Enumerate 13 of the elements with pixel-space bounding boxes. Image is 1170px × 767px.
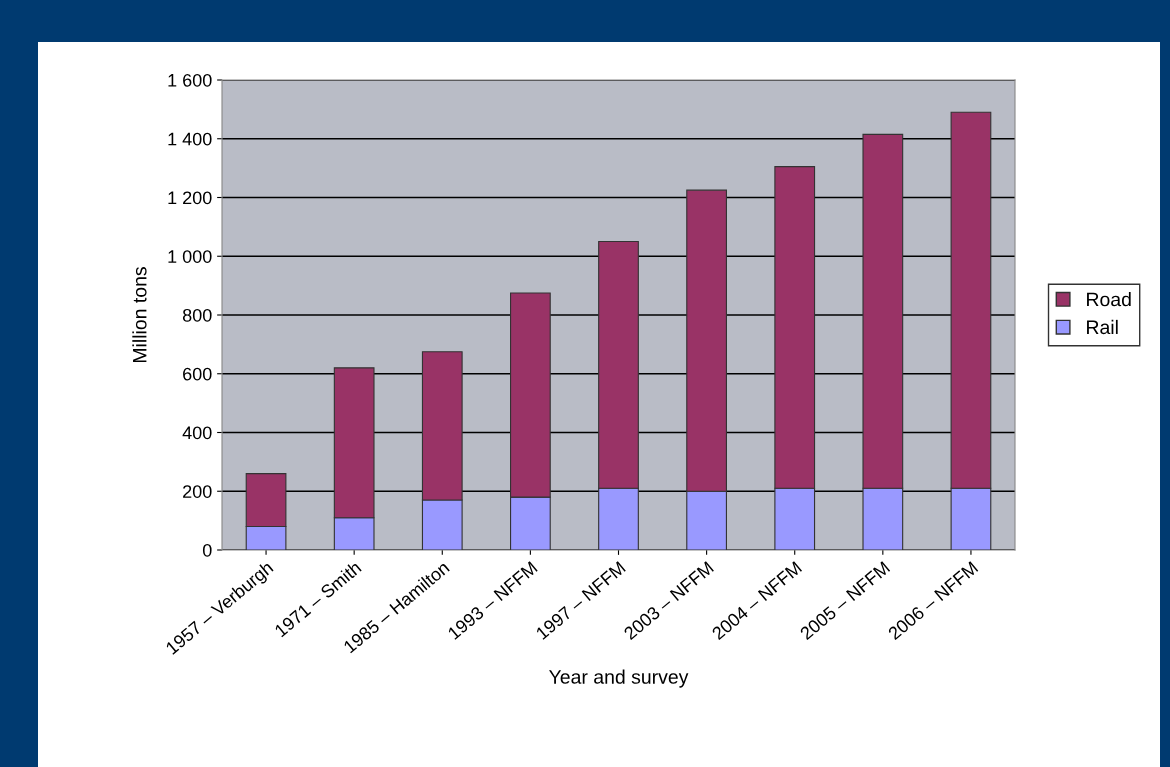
y-tick-label: 1 200 xyxy=(168,191,212,205)
y-tick-label: 0 xyxy=(202,543,212,557)
y-tick-label: 800 xyxy=(182,308,212,322)
y-tick-label: 200 xyxy=(183,485,212,498)
y-tick-label: 400 xyxy=(182,426,212,440)
y-tick-label: 1 600 xyxy=(168,73,212,87)
legend-label: Rail xyxy=(1087,319,1118,335)
y-tick-label: 1 400 xyxy=(168,132,212,146)
y-tick-label: 600 xyxy=(183,367,212,381)
legend-label: Road xyxy=(1087,292,1131,307)
y-tick-label: 1 000 xyxy=(168,250,212,263)
x-axis-title: Year and survey xyxy=(549,669,689,688)
y-axis-title: Million tons xyxy=(132,267,147,363)
